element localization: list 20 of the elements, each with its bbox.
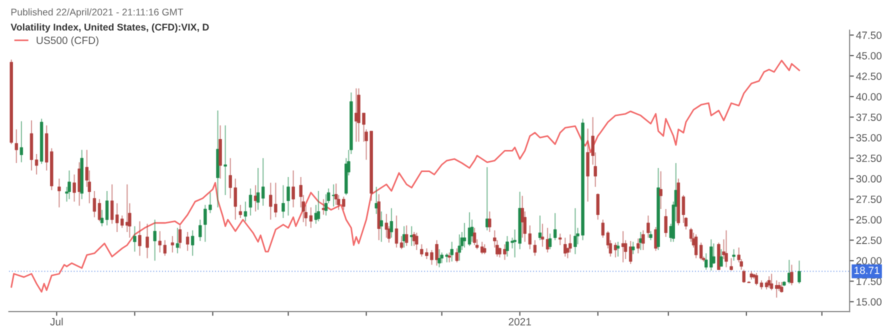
y-tick-label: 30.00 xyxy=(856,175,882,183)
y-tick-label: 37.50 xyxy=(856,114,882,121)
y-tick-label: 15.00 xyxy=(856,298,882,306)
y-tick-label: 22.50 xyxy=(856,236,882,244)
x-tick-label: Jul xyxy=(50,318,63,326)
y-tick-label: 27.50 xyxy=(856,196,882,204)
y-tick-label: 35.00 xyxy=(856,134,882,142)
y-tick-label: 45.00 xyxy=(856,52,882,60)
y-tick-label: 32.50 xyxy=(856,154,882,162)
x-tick-label: 2021 xyxy=(508,318,531,326)
chart-title: Volatility Index, United States, (CFD):VIX, D xyxy=(10,23,209,33)
y-tick-label: 40.00 xyxy=(856,93,882,100)
legend-label: US500 (CFD) xyxy=(36,36,98,46)
y-tick-label: 25.00 xyxy=(856,216,882,224)
y-tick-label: 47.50 xyxy=(856,32,882,39)
chart-subtitle: Published 22/April/2021 - 21:11:16 GMT xyxy=(11,8,184,18)
y-tick-label: 20.00 xyxy=(856,257,882,265)
line-series xyxy=(10,60,800,293)
ref-line-label: 18.71 xyxy=(854,266,880,274)
y-tick-label: 42.50 xyxy=(856,72,882,80)
